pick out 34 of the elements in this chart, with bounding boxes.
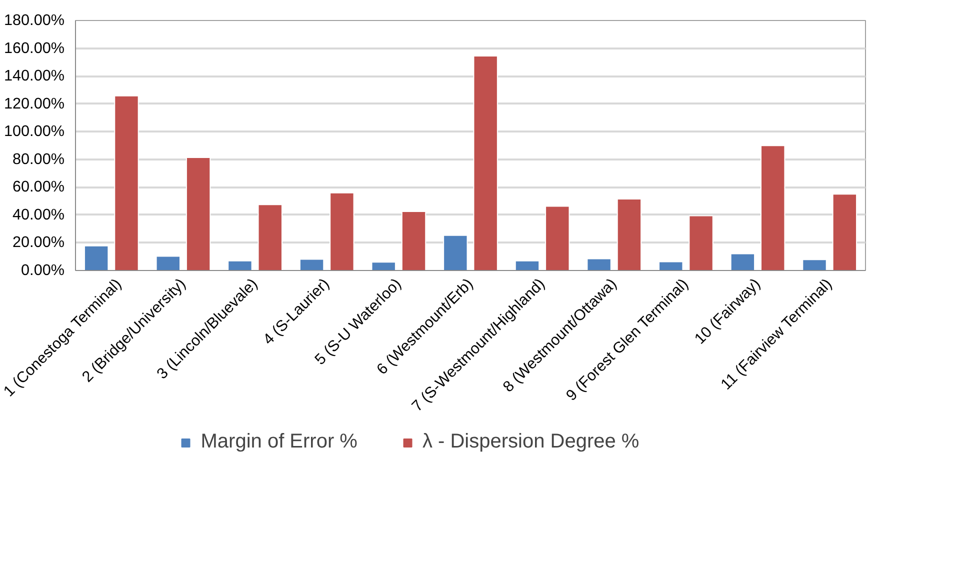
y-tick-label: 0.00% xyxy=(21,262,65,279)
bar xyxy=(616,198,642,270)
y-tick-label: 60.00% xyxy=(12,178,65,196)
y-tick-label: 180.00% xyxy=(4,12,65,29)
bar xyxy=(802,259,827,270)
bar xyxy=(228,260,252,270)
y-tick-label: 80.00% xyxy=(12,150,65,168)
legend-label: λ - Dispersion Degree % xyxy=(422,430,640,454)
bar xyxy=(514,260,540,270)
bar xyxy=(186,156,211,270)
bar xyxy=(156,256,180,270)
bar xyxy=(258,204,282,270)
y-tick-label: 140.00% xyxy=(4,68,65,85)
y-tick-label: 160.00% xyxy=(4,40,65,57)
bar xyxy=(760,145,786,270)
legend-label: Margin of Error % xyxy=(200,430,358,454)
bar xyxy=(586,258,612,270)
bar xyxy=(545,206,570,270)
bar xyxy=(84,245,109,270)
bar xyxy=(330,192,354,270)
bar xyxy=(371,262,396,270)
bar xyxy=(658,261,684,270)
bar xyxy=(443,234,468,270)
bar xyxy=(473,56,498,270)
bar xyxy=(730,253,756,270)
y-tick-label: 20.00% xyxy=(12,234,65,252)
bar xyxy=(832,194,858,270)
bar xyxy=(401,210,426,270)
bar xyxy=(688,215,714,270)
y-tick-label: 40.00% xyxy=(12,206,65,224)
y-tick-label: 120.00% xyxy=(4,95,65,112)
y-tick-label: 100.00% xyxy=(4,123,65,140)
bar xyxy=(114,95,139,270)
bar xyxy=(299,258,324,270)
